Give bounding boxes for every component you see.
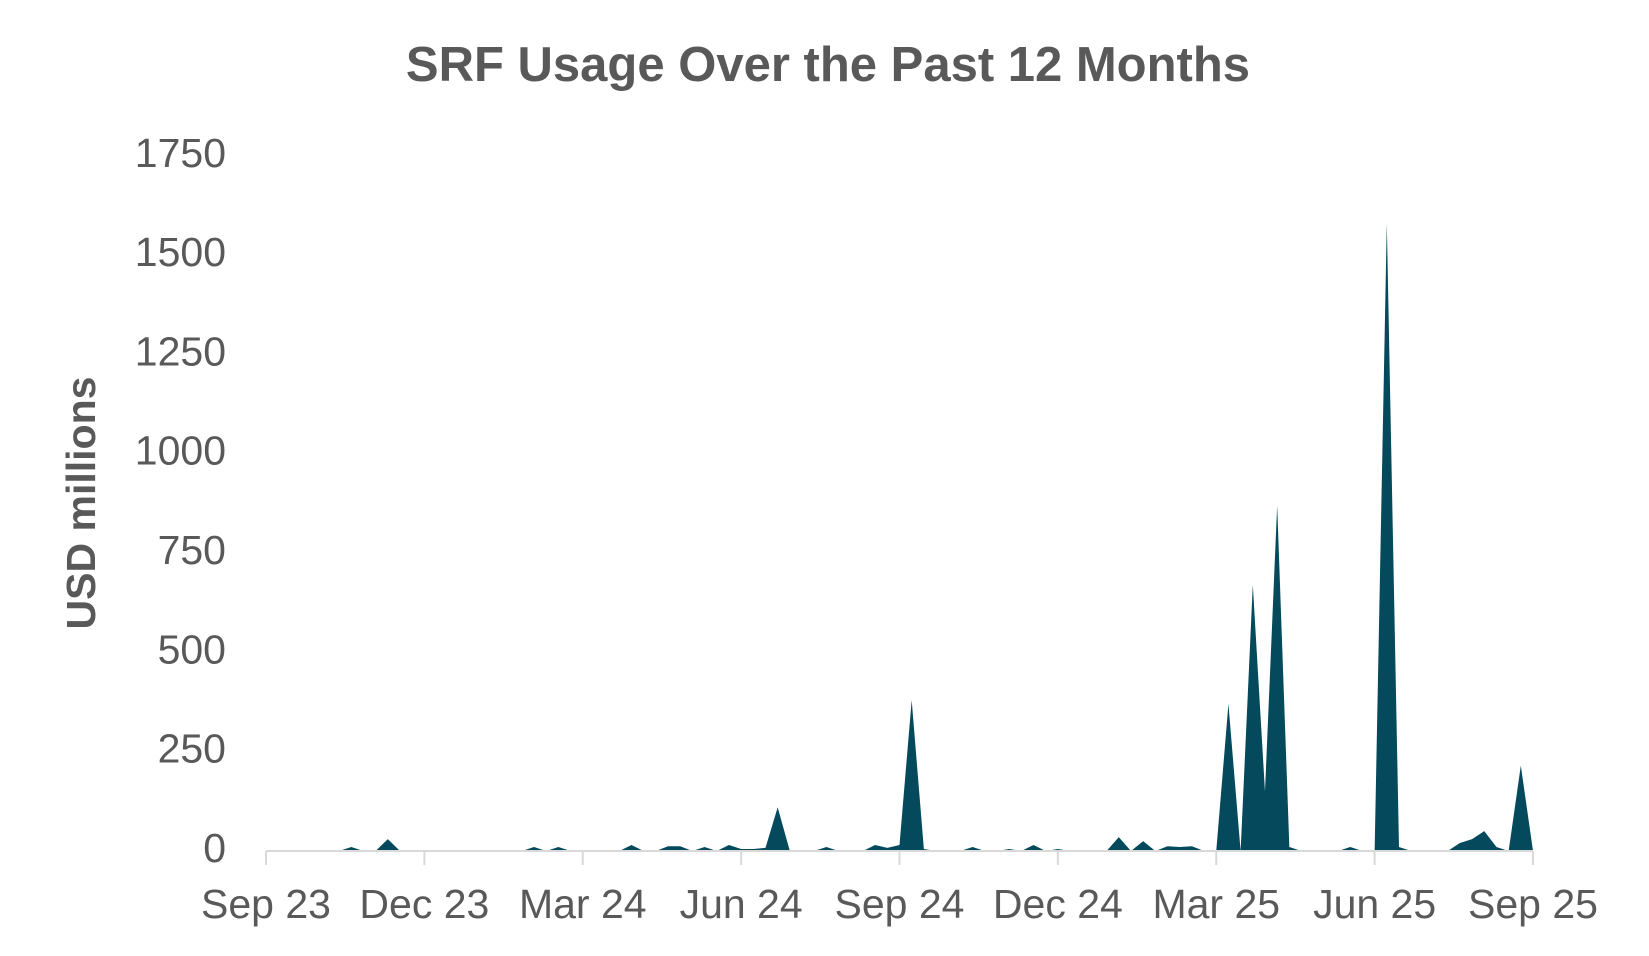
x-tick-label: Mar 24: [519, 881, 647, 927]
y-tick-label: 0: [203, 825, 226, 871]
y-tick-label: 1500: [135, 229, 226, 275]
y-tick-label: 500: [158, 626, 226, 672]
x-tick-label: Sep 24: [835, 881, 965, 927]
y-tick-label: 250: [158, 726, 226, 772]
x-tick-label: Mar 25: [1152, 881, 1280, 927]
area: [266, 223, 1533, 851]
x-tick-label: Dec 24: [993, 881, 1123, 927]
y-tick-label: 1250: [135, 328, 226, 374]
y-tick-label: 750: [158, 527, 226, 573]
x-tick-label: Jun 25: [1313, 881, 1436, 927]
x-tick-label: Jun 24: [680, 881, 803, 927]
x-tick-label: Dec 23: [359, 881, 489, 927]
y-tick-label: 1000: [135, 428, 226, 474]
x-tick-label: Sep 23: [201, 881, 331, 927]
chart-title: SRF Usage Over the Past 12 Months: [406, 38, 1250, 92]
y-axis-label: USD millions: [58, 377, 104, 630]
y-tick-label: 1750: [135, 130, 226, 176]
x-tick-label: Sep 25: [1468, 881, 1598, 927]
